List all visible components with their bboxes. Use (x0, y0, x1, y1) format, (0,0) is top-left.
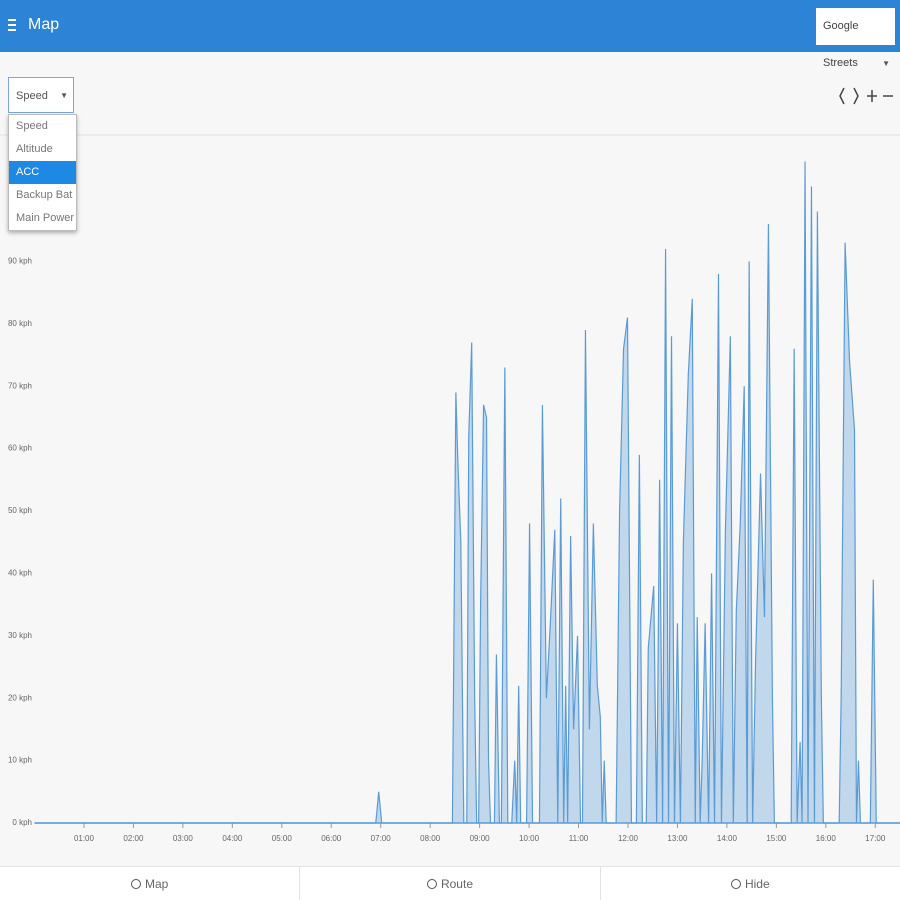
x-tick-label: 15:00 (766, 834, 787, 843)
map-layer-select[interactable]: Google Streets ▼ (816, 8, 895, 69)
metric-options: Speed Altitude ACC Backup Bat Main Power (8, 114, 77, 231)
y-tick-label: 10 kph (8, 756, 32, 765)
x-tick-label: 06:00 (321, 834, 342, 843)
y-tick-label: 70 kph (8, 381, 32, 390)
chart: 0 kph 10 kph 20 kph 30 kph 40 kph 50 kph 60 kp… (0, 87, 900, 843)
y-tick-label: 80 kph (8, 319, 32, 328)
nav-controls[interactable] (839, 87, 893, 105)
footer-tab[interactable]: Hide (601, 867, 900, 900)
x-tick-label: 08:00 (420, 834, 441, 843)
tab-icon (130, 879, 141, 889)
x-tick-label: 04:00 (222, 834, 243, 843)
footer-tab[interactable]: Route (300, 867, 601, 900)
selected-metric: Speed (16, 90, 48, 102)
x-tick-label: 12:00 (618, 834, 639, 843)
y-tick-label: 50 kph (8, 506, 32, 515)
y-tick-label: 30 kph (8, 631, 32, 640)
x-tick-label: 07:00 (371, 834, 392, 843)
menu-button[interactable] (8, 19, 16, 34)
x-tick-label: 14:00 (717, 834, 738, 843)
x-tick-label: 02:00 (123, 834, 144, 843)
x-tick-label: 13:00 (667, 834, 688, 843)
y-tick-label: 20 kph (8, 693, 32, 702)
x-tick-label: 09:00 (470, 834, 491, 843)
metric-option[interactable]: ACC (9, 161, 76, 184)
x-tick-label: 01:00 (74, 834, 95, 843)
x-tick-label: 03:00 (173, 834, 194, 843)
header: Map Google Streets ▼ (0, 0, 900, 69)
x-tick-label: 17:00 (865, 834, 886, 843)
metric-option[interactable]: Backup Bat (16, 189, 73, 201)
speed-area (34, 161, 900, 824)
y-tick-label: 60 kph (8, 444, 32, 453)
footer-tab[interactable]: Map (0, 867, 301, 900)
tab-icon (426, 879, 437, 889)
x-tick-label: 11:00 (569, 834, 589, 843)
metric-option[interactable]: Speed (16, 120, 48, 132)
x-tick-label: 10:00 (519, 834, 540, 843)
tab-label: Hide (744, 877, 770, 891)
page-title: Map (28, 16, 60, 33)
tab-label: Map (144, 877, 169, 891)
metric-option[interactable]: Altitude (16, 143, 53, 155)
metric-select[interactable]: Speed ▼ (8, 77, 74, 113)
y-tick-label: 90 kph (8, 257, 32, 266)
y-tick-label: 40 kph (8, 569, 32, 578)
x-tick-label: 05:00 (272, 834, 293, 843)
x-tick-label: 16:00 (816, 834, 837, 843)
tab-icon (730, 879, 741, 889)
map-layer: Google Streets (823, 20, 859, 69)
tab-label: Route (440, 877, 473, 891)
y-tick-label: 0 kph (12, 818, 32, 827)
footer: Map Route Hide (0, 866, 900, 900)
metric-option[interactable]: Main Power (16, 212, 75, 224)
